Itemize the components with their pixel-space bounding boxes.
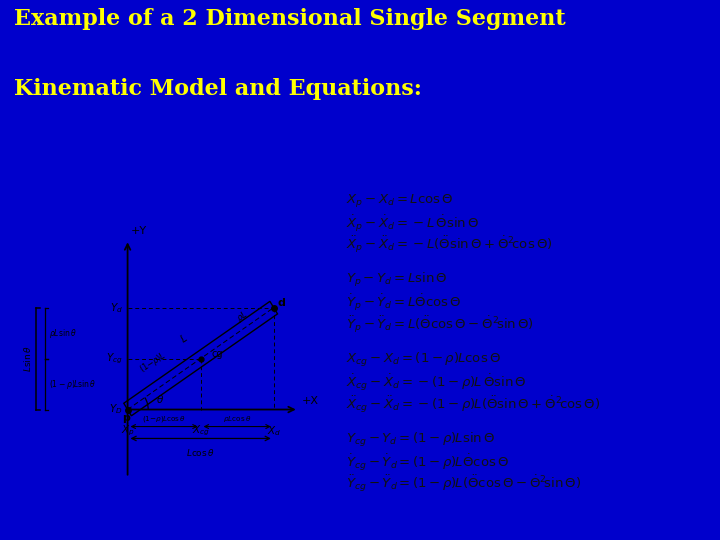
Text: $Y_{cg}$: $Y_{cg}$ [106,352,123,366]
Text: $Y_{cg} - Y_d = (1 - \rho)L \sin \Theta$: $Y_{cg} - Y_d = (1 - \rho)L \sin \Theta$ [346,430,495,449]
Text: $\theta$: $\theta$ [156,394,164,406]
Text: $\dot{Y}_p - \dot{Y}_d = L\dot{\Theta} \cos \Theta$: $\dot{Y}_p - \dot{Y}_d = L\dot{\Theta} \… [346,293,462,314]
Text: $X_p$: $X_p$ [121,424,135,438]
Text: $\dot{Y}_{cg} - \dot{Y}_d = (1 - \rho)L\dot{\Theta} \cos \Theta$: $\dot{Y}_{cg} - \dot{Y}_d = (1 - \rho)L\… [346,452,510,472]
Text: d: d [278,298,286,308]
Text: $Y_p - Y_d = L \sin \Theta$: $Y_p - Y_d = L \sin \Theta$ [346,272,448,289]
Text: $(1-\rho)L\sin\theta$: $(1-\rho)L\sin\theta$ [50,377,96,390]
Text: $\rho L\cos\theta$: $\rho L\cos\theta$ [223,414,251,424]
Text: +Y: +Y [131,226,147,236]
Text: $L\cos\theta$: $L\cos\theta$ [186,447,215,458]
Text: Kinematic Model and Equations:: Kinematic Model and Equations: [14,78,422,100]
Text: $\rho L\sin\theta$: $\rho L\sin\theta$ [50,327,77,340]
Text: cg: cg [212,349,223,359]
Text: $\rho L$: $\rho L$ [233,308,251,325]
Text: $Y_D$: $Y_D$ [109,403,123,416]
Text: $\dot{X}_{cg} - \dot{X}_d = -(1 - \rho)L\, \dot{\Theta} \sin \Theta$: $\dot{X}_{cg} - \dot{X}_d = -(1 - \rho)L… [346,373,527,393]
Text: $X_{cg} - X_d = (1 - \rho)L \cos \Theta$: $X_{cg} - X_d = (1 - \rho)L \cos \Theta$ [346,351,501,369]
Text: $\ddot{Y}_p - \ddot{Y}_d = L(\ddot{\Theta} \cos \Theta - \dot{\Theta}^2\!\sin \T: $\ddot{Y}_p - \ddot{Y}_d = L(\ddot{\Thet… [346,314,534,335]
Text: $L\sin\theta$: $L\sin\theta$ [22,345,33,372]
Text: $Y_d$: $Y_d$ [110,301,123,314]
Text: $X_{cg}$: $X_{cg}$ [192,424,210,438]
Text: +X: +X [302,396,319,406]
Text: Example of a 2 Dimensional Single Segment: Example of a 2 Dimensional Single Segmen… [14,8,566,30]
Text: $\ddot{X}_p - \ddot{X}_d = -L(\ddot{\Theta} \sin \Theta + \dot{\Theta}^2\!\cos \: $\ddot{X}_p - \ddot{X}_d = -L(\ddot{\The… [346,235,553,255]
Text: $X_d$: $X_d$ [266,424,281,437]
Text: $(1{-}\rho)L$: $(1{-}\rho)L$ [137,349,169,376]
Text: p: p [122,414,130,423]
Text: $\ddot{X}_{cg} - \ddot{X}_d = -(1 -\rho)L(\ddot{\Theta} \sin \Theta + \dot{\Thet: $\ddot{X}_{cg} - \ddot{X}_d = -(1 -\rho)… [346,394,600,415]
Text: $X_p - X_d = L \cos \Theta$: $X_p - X_d = L \cos \Theta$ [346,192,454,209]
Text: $\dot{X}_p - \dot{X}_d = -L\, \dot{\Theta} \sin \Theta$: $\dot{X}_p - \dot{X}_d = -L\, \dot{\Thet… [346,213,480,234]
Text: $L$: $L$ [177,332,189,345]
Text: $(1{-}\rho)L\cos\theta$: $(1{-}\rho)L\cos\theta$ [142,414,186,424]
Text: $\ddot{Y}_{cg} - \ddot{Y}_d = (1 - \rho)L(\ddot{\Theta} \cos \Theta - \dot{\Thet: $\ddot{Y}_{cg} - \ddot{Y}_d = (1 - \rho)… [346,474,582,494]
